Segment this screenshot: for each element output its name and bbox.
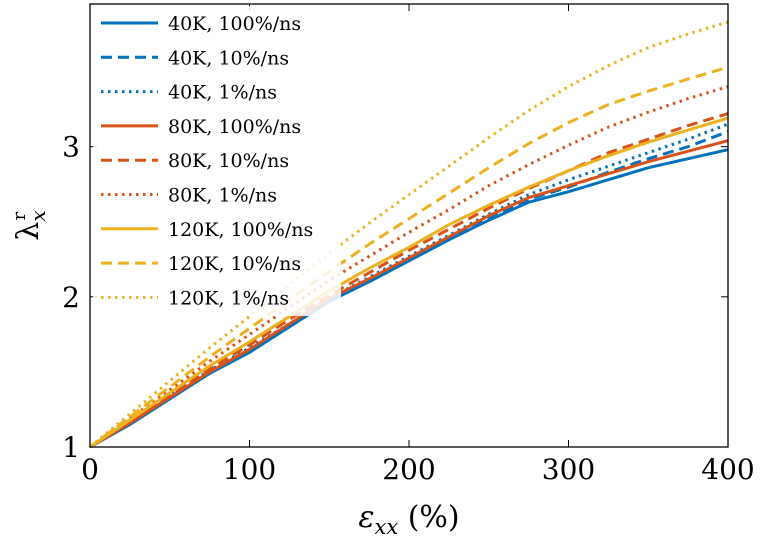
y-tick-label: 3 (62, 131, 80, 164)
series-layer (89, 20, 729, 449)
legend: 40K, 100%/ns 40K, 10%/ns 40K, 1%/ns 80K, 10… (93, 6, 341, 316)
legend-label: 40K, 1%/ns (168, 82, 277, 104)
legend-label: 40K, 10%/ns (168, 47, 289, 69)
x-tick-label: 100 (223, 453, 276, 486)
y-tick-label: 2 (62, 281, 80, 314)
legend-box (93, 6, 341, 316)
y-tick-label: 1 (62, 431, 80, 464)
x-tick-label: 400 (701, 453, 754, 486)
plot-frame (89, 3, 729, 448)
series-line-9 (89, 20, 729, 449)
legend-label: 120K, 1%/ns (168, 287, 289, 309)
x-tick-label: 200 (382, 453, 435, 486)
series-line-5 (89, 112, 729, 449)
x-tick-label: 300 (542, 453, 595, 486)
series-line-7 (89, 116, 729, 449)
ticks-layer: 0 100 200 300 400 1 2 3 (62, 4, 755, 486)
series-line-4 (89, 139, 729, 449)
series-line-6 (89, 85, 729, 449)
legend-label: 120K, 100%/ns (168, 219, 313, 241)
series-line-8 (89, 65, 729, 449)
legend-label: 80K, 100%/ns (168, 116, 301, 138)
y-axis-label: λxr (9, 210, 50, 240)
x-axis-label: εxx (%) (358, 500, 459, 539)
x-tick-label: 0 (81, 453, 99, 486)
legend-label: 80K, 1%/ns (168, 185, 277, 207)
legend-label: 80K, 10%/ns (168, 150, 289, 172)
legend-label: 40K, 100%/ns (168, 13, 301, 35)
legend-label: 120K, 10%/ns (168, 253, 301, 275)
